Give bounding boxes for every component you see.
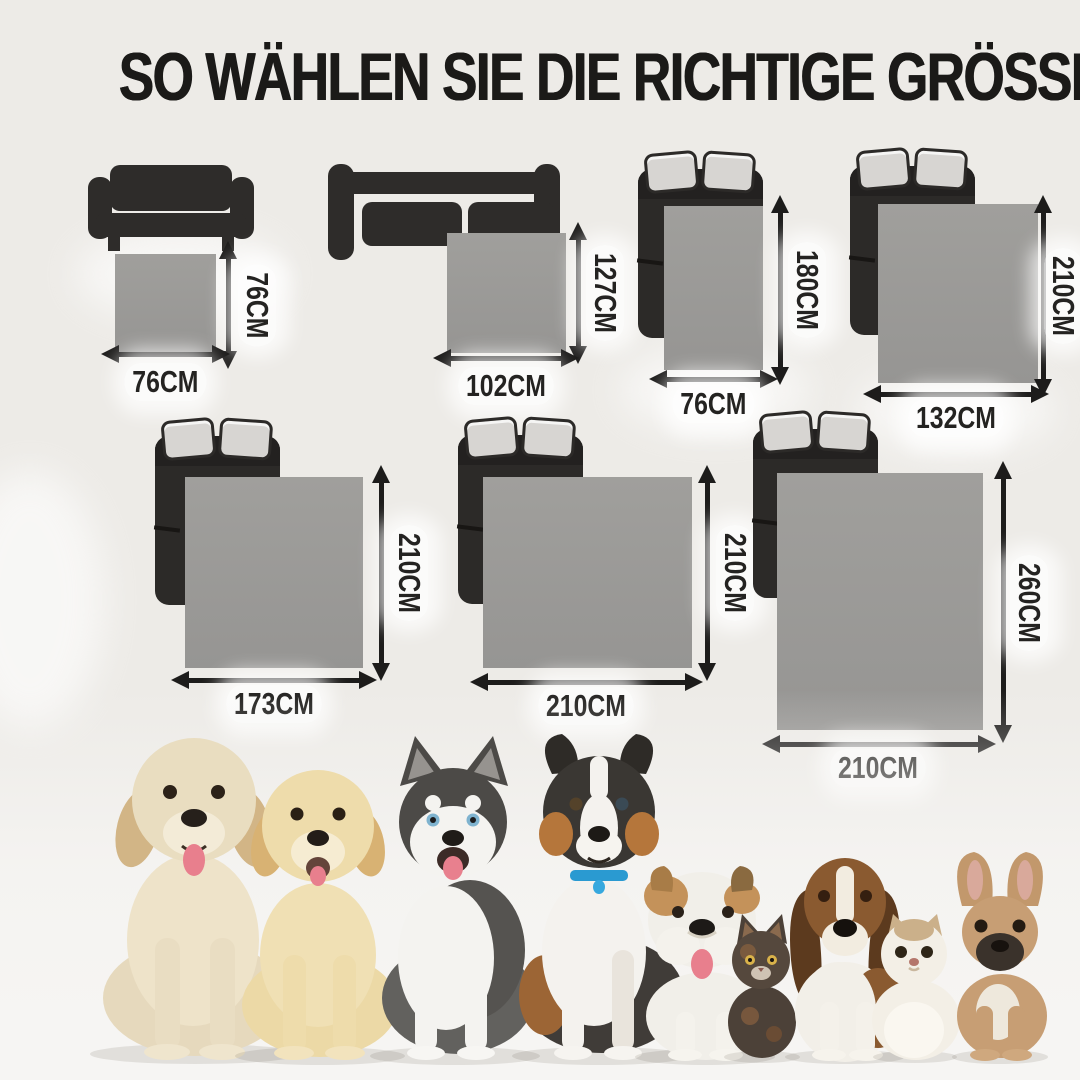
pillow-icon [815, 410, 872, 454]
tortoiseshell-kitten [724, 914, 800, 1063]
height-label: 210CM [716, 480, 754, 666]
persian-cat [872, 914, 960, 1063]
french-bulldog-puppy [952, 852, 1048, 1064]
blanket-size-swatch [777, 473, 983, 730]
sofa-icon [88, 165, 254, 251]
width-arrow [470, 673, 703, 691]
width-arrow [649, 370, 778, 388]
blanket-size-swatch [878, 204, 1038, 383]
blanket-size-swatch [664, 206, 763, 370]
golden-retriever-puppy [235, 770, 405, 1065]
width-label: 76CM [95, 362, 235, 402]
blanket-size-swatch [185, 477, 363, 668]
page-title: SO WÄHLEN SIE DIE RICHTIGE GRÖSSE [118, 39, 1080, 115]
height-label: 180CM [788, 210, 826, 370]
pillow-icon [758, 409, 815, 455]
width-arrow [171, 671, 377, 689]
blanket-size-swatch [447, 233, 566, 353]
blanket-size-swatch [115, 254, 216, 355]
width-arrow [101, 345, 230, 363]
height-label: 260CM [1010, 478, 1048, 728]
width-arrow [433, 349, 579, 367]
height-label: 127CM [586, 237, 624, 349]
height-label: 76CM [238, 256, 276, 354]
golden-retriever [90, 738, 300, 1064]
bed-icon [751, 409, 878, 598]
width-label: 76CM [643, 384, 783, 424]
width-arrow [863, 385, 1049, 403]
blanket-size-swatch [483, 477, 692, 668]
australian-shepherd [512, 734, 688, 1065]
width-label: 132CM [886, 398, 1026, 438]
pets-photo [90, 734, 1048, 1065]
siberian-husky-puppy [370, 736, 540, 1065]
height-label: 210CM [1044, 210, 1080, 382]
width-label: 102CM [436, 366, 576, 406]
height-label: 210CM [390, 480, 428, 666]
